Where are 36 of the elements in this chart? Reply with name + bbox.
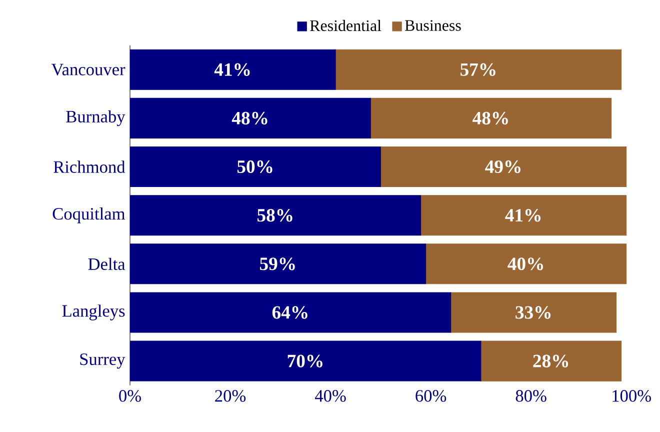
legend-label: Residential <box>310 20 382 32</box>
data-label: 49% <box>485 160 520 174</box>
y-tick-label: Burnaby <box>66 110 126 126</box>
bar <box>480 340 622 382</box>
y-tick-label: Richmond <box>54 160 126 173</box>
data-label: 50% <box>237 160 272 174</box>
data-label: 33% <box>516 306 550 319</box>
data-label: 48% <box>232 112 268 125</box>
data-label: 64% <box>272 306 308 319</box>
data-label: 41% <box>505 209 540 222</box>
bar <box>450 292 617 333</box>
y-tick-label: Vancouver <box>51 64 126 76</box>
x-tick-label: 40% <box>314 390 346 402</box>
x-tick-label: 80% <box>516 390 546 402</box>
y-tick-label: Coquitlam <box>52 207 126 224</box>
bar <box>335 49 622 90</box>
data-label: 40% <box>508 258 543 270</box>
data-label: 28% <box>533 354 568 368</box>
x-tick-label: 60% <box>416 390 446 402</box>
data-label: 59% <box>260 258 295 270</box>
bar <box>426 244 627 284</box>
x-tick-label: 20% <box>215 390 246 402</box>
legend-label: Business <box>404 20 461 31</box>
data-label: 70% <box>288 354 322 368</box>
bar <box>370 98 612 138</box>
y-tick-label: Delta <box>88 258 126 270</box>
data-label: 58% <box>257 209 292 222</box>
x-tick-label: 0% <box>119 390 141 402</box>
y-tick-label: Surrey <box>80 353 126 369</box>
x-tick-label: 100% <box>612 390 651 402</box>
data-label: 57% <box>460 63 496 76</box>
data-label: 48% <box>472 112 508 125</box>
y-tick-label: Langleys <box>62 304 125 320</box>
data-label: 41% <box>214 63 250 76</box>
bar <box>380 146 627 188</box>
bar <box>420 195 627 236</box>
